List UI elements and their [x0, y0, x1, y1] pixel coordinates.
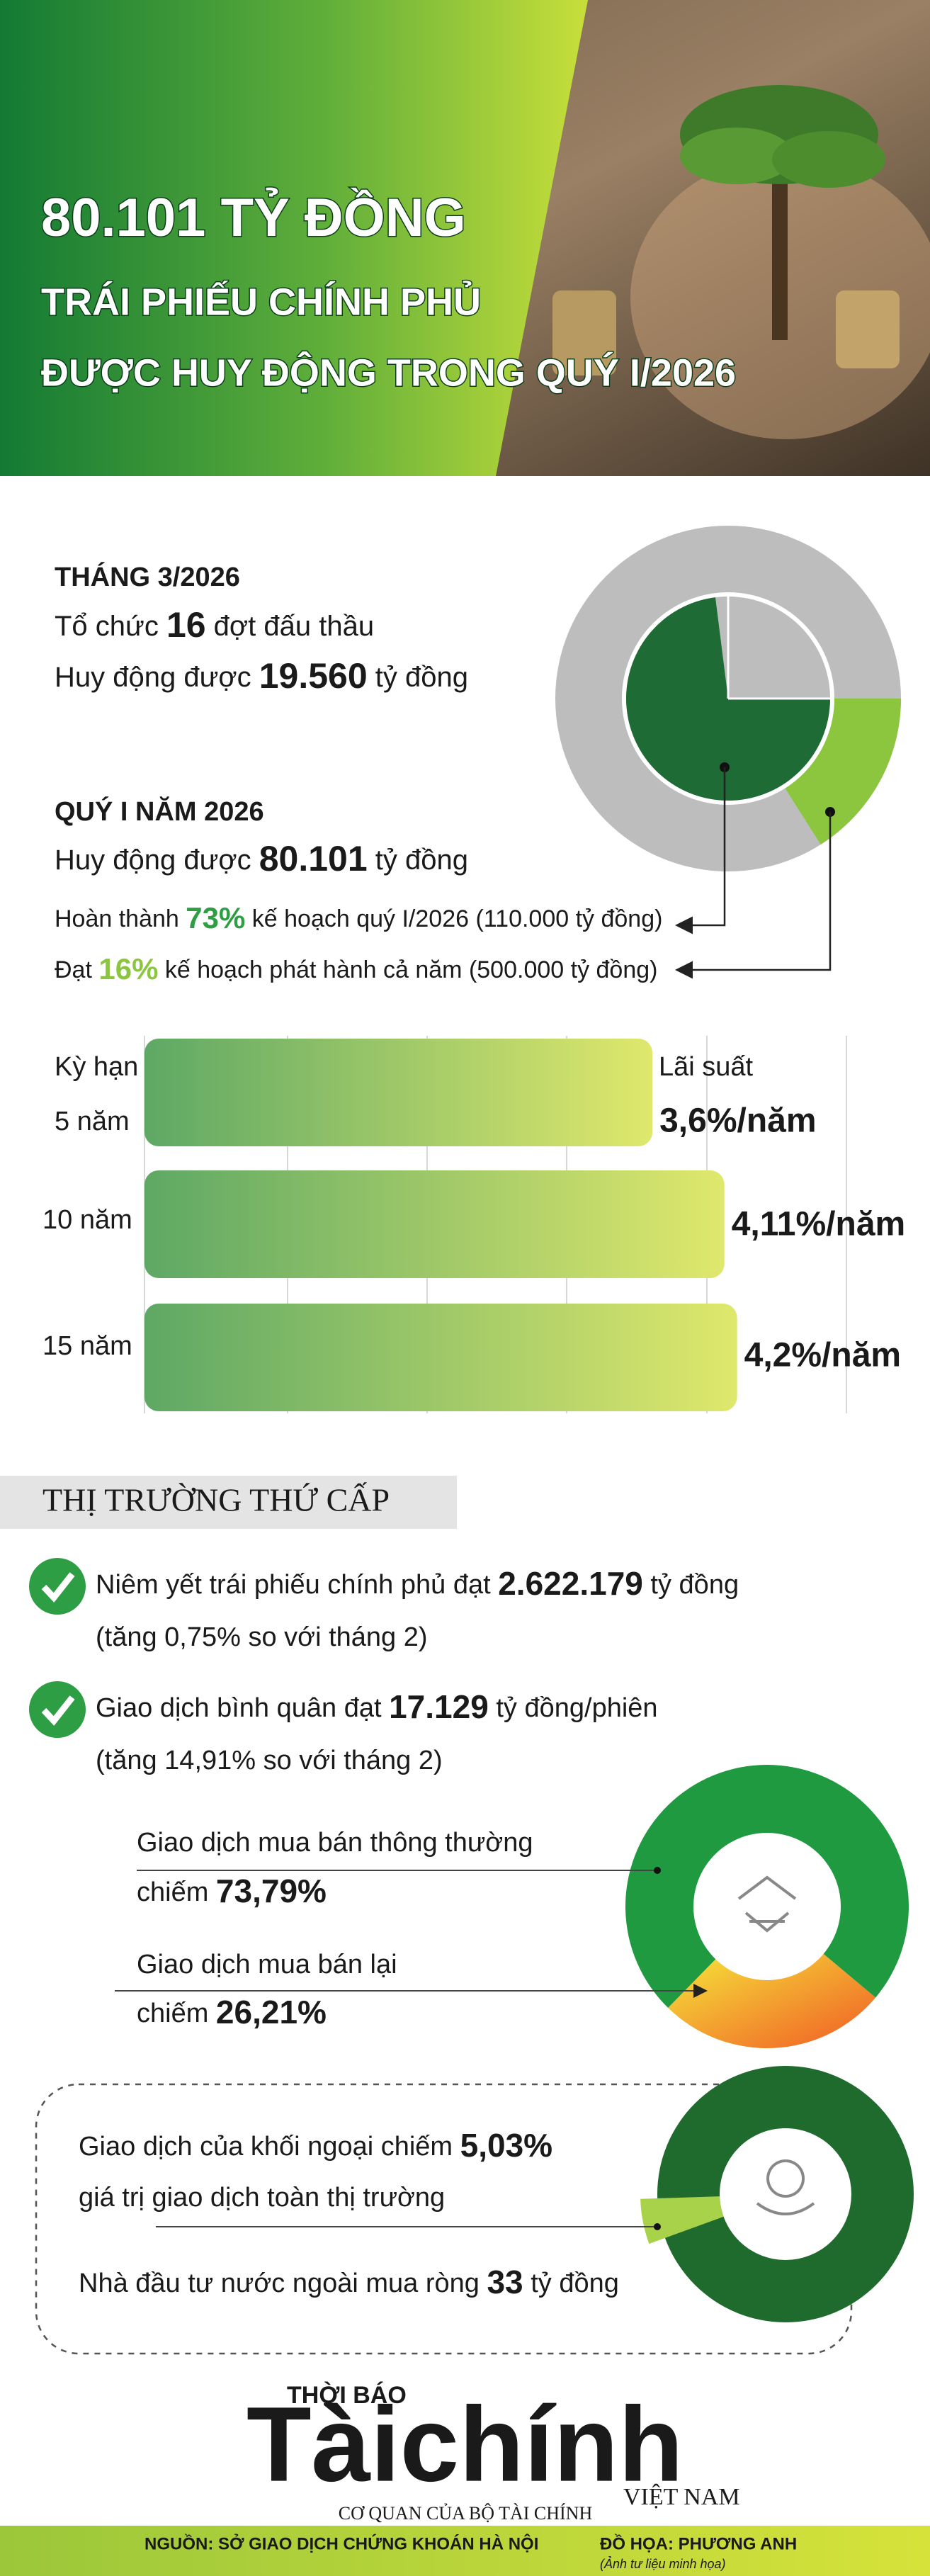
- column-header: Lãi suất: [659, 1052, 754, 1082]
- text-part: Tổ chức: [55, 611, 166, 642]
- source: NGUỒN: SỞ GIAO DỊCH CHỨNG KHOÁN HÀ NỘI: [144, 2533, 538, 2553]
- highlight: 17.129: [389, 1688, 489, 1725]
- highlight: 16: [166, 605, 206, 645]
- highlight: 73,79%: [216, 1872, 327, 1909]
- design-credit: ĐỒ HỌA: PHƯƠNG ANH: [600, 2533, 797, 2553]
- foreign-line: Nhà đầu tư nước ngoài mua ròng 33 tỷ đồn…: [79, 2264, 619, 2300]
- text-part: chiếm: [137, 1877, 216, 1907]
- text-part: Giao dịch của khối ngoại chiếm: [79, 2132, 460, 2162]
- text-part: Đạt: [55, 956, 98, 983]
- highlight: 19.560: [259, 656, 368, 696]
- column-header: Kỳ hạn: [55, 1052, 138, 1082]
- donut-segment: [625, 1765, 909, 2009]
- item-note: (tăng 14,91% so với tháng 2): [96, 1746, 443, 1775]
- type-share: chiếm 26,21%: [137, 1994, 327, 2030]
- item-note: (tăng 0,75% so với tháng 2): [96, 1622, 428, 1652]
- header-band: [0, 0, 588, 476]
- donut-segment: [785, 699, 901, 845]
- title-line: 80.101 TỶ ĐỒNG: [41, 188, 466, 248]
- pointer-arrow: [675, 812, 832, 979]
- tree-trunk: [772, 156, 788, 340]
- highlight: 33: [487, 2264, 523, 2300]
- item-line: Giao dịch bình quân đạt 17.129 tỷ đồng/p…: [96, 1688, 658, 1725]
- type-name: Giao dịch mua bán lại: [137, 1950, 397, 1979]
- bar: [144, 1039, 653, 1146]
- bar: [144, 1304, 737, 1411]
- foreign-line: Giao dịch của khối ngoại chiếm 5,03%: [79, 2127, 552, 2164]
- footer-bar: [0, 2526, 930, 2576]
- stat-line: Huy động được 19.560 tỷ đồng: [55, 656, 468, 696]
- highlight: 2.622.179: [498, 1565, 643, 1602]
- text-part: Huy động được: [55, 844, 259, 876]
- highlight: 73%: [186, 901, 245, 934]
- check-icon: [29, 1558, 86, 1615]
- text-part: kế hoạch phát hành cả năm (500.000 tỷ đồ…: [158, 956, 657, 983]
- text-part: tỷ đồng: [643, 1570, 739, 1600]
- pointer-arrow: [675, 767, 726, 934]
- title-line: TRÁI PHIẾU CHÍNH PHỦ: [41, 281, 481, 323]
- section-heading: THỊ TRƯỜNG THỨ CẤP: [42, 1481, 390, 1518]
- logo-top: THỜI BÁO: [287, 2382, 407, 2409]
- text-part: tỷ đồng: [368, 844, 468, 876]
- text-part: Huy động được: [55, 662, 259, 693]
- plan-line: Đạt 16% kế hoạch phát hành cả năm (500.0…: [55, 952, 657, 985]
- text-part: giá trị giao dịch toàn thị trường: [79, 2183, 445, 2213]
- text-part: tỷ đồng: [368, 662, 468, 693]
- donut-segment: [668, 1953, 876, 2048]
- text-part: Hoàn thành: [55, 905, 186, 932]
- text-part: tỷ đồng/phiên: [489, 1693, 658, 1723]
- text-part: tỷ đồng: [523, 2269, 619, 2298]
- check-icon: [29, 1681, 86, 1738]
- text-part: đợt đấu thầu: [206, 611, 375, 642]
- foreign-line: giá trị giao dịch toàn thị trường: [79, 2183, 445, 2213]
- text-part: Giao dịch bình quân đạt: [96, 1693, 389, 1723]
- highlight: 5,03%: [460, 2127, 552, 2164]
- plan-line: Hoàn thành 73% kế hoạch quý I/2026 (110.…: [55, 901, 662, 934]
- text-part: chiếm: [137, 1999, 216, 2028]
- stat-line: Huy động được 80.101 tỷ đồng: [55, 839, 468, 879]
- center-icon: [756, 2159, 815, 2215]
- rate-label: 3,6%/năm: [659, 1102, 816, 1140]
- section-heading: THÁNG 3/2026: [55, 561, 240, 592]
- term-label: 15 năm: [42, 1331, 132, 1361]
- tree-crown: [772, 131, 885, 188]
- coin-stack: [552, 290, 616, 375]
- text-part: kế hoạch quý I/2026 (110.000 tỷ đồng): [245, 905, 662, 932]
- highlight: 80.101: [259, 839, 368, 879]
- logo-sub: VIỆT NAM: [623, 2484, 740, 2510]
- photo-note: (Ảnh tư liệu minh họa): [600, 2556, 726, 2571]
- type-name: Giao dịch mua bán thông thường: [137, 1828, 533, 1858]
- pointer-dot: [654, 1867, 661, 1874]
- logo-main: Tàichính: [246, 2385, 684, 2504]
- item-line: Niêm yết trái phiếu chính phủ đạt 2.622.…: [96, 1565, 739, 1602]
- term-label: 10 năm: [42, 1205, 132, 1235]
- section-banner: [0, 1476, 457, 1529]
- coin-stack: [836, 290, 900, 368]
- rate-label: 4,11%/năm: [732, 1206, 905, 1243]
- title-line: ĐƯỢC HUY ĐỘNG TRONG QUÝ I/2026: [41, 351, 736, 394]
- text-part: Nhà đầu tư nước ngoài mua ròng: [79, 2269, 487, 2298]
- bar: [144, 1170, 725, 1278]
- center-icon: [737, 1875, 797, 1933]
- section-heading: QUÝ I NĂM 2026: [55, 796, 264, 827]
- term-label: 5 năm: [55, 1107, 130, 1136]
- pointer-dot: [654, 2223, 661, 2230]
- ring-hole: [720, 2128, 851, 2260]
- stat-line: Tổ chức 16 đợt đấu thầu: [55, 605, 374, 645]
- rate-label: 4,2%/năm: [744, 1337, 901, 1374]
- tree-crown: [680, 128, 793, 184]
- tagline: CƠ QUAN CỦA BỘ TÀI CHÍNH: [339, 2503, 593, 2524]
- text-part: Niêm yết trái phiếu chính phủ đạt: [96, 1570, 498, 1600]
- donut-segment: [640, 2196, 724, 2244]
- type-share: chiếm 73,79%: [137, 1872, 327, 1909]
- highlight: 26,21%: [216, 1994, 327, 2030]
- highlight: 16%: [98, 952, 158, 985]
